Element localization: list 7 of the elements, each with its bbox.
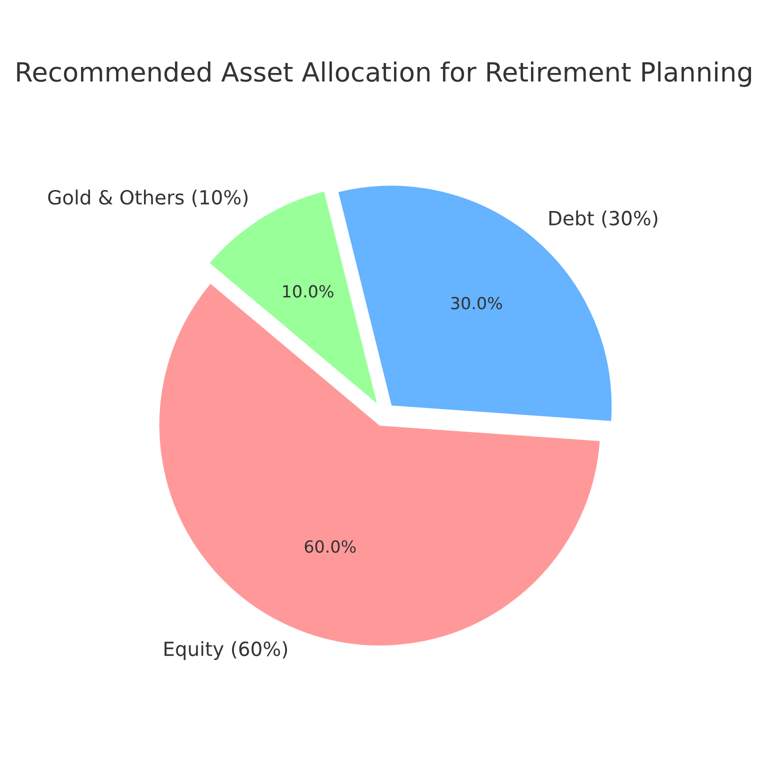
data-label: 10.0% [283, 285, 334, 298]
data-label: 30.0% [451, 296, 502, 310]
slice-label: Debt (30%) [549, 210, 658, 228]
chart-title: Recommended Asset Allocation for Retirement Planning [17, 61, 752, 87]
slice-label: Gold & Others (10%) [48, 190, 248, 207]
slice-label: Equity (60%) [164, 641, 288, 660]
data-label: 60.0% [304, 540, 356, 553]
